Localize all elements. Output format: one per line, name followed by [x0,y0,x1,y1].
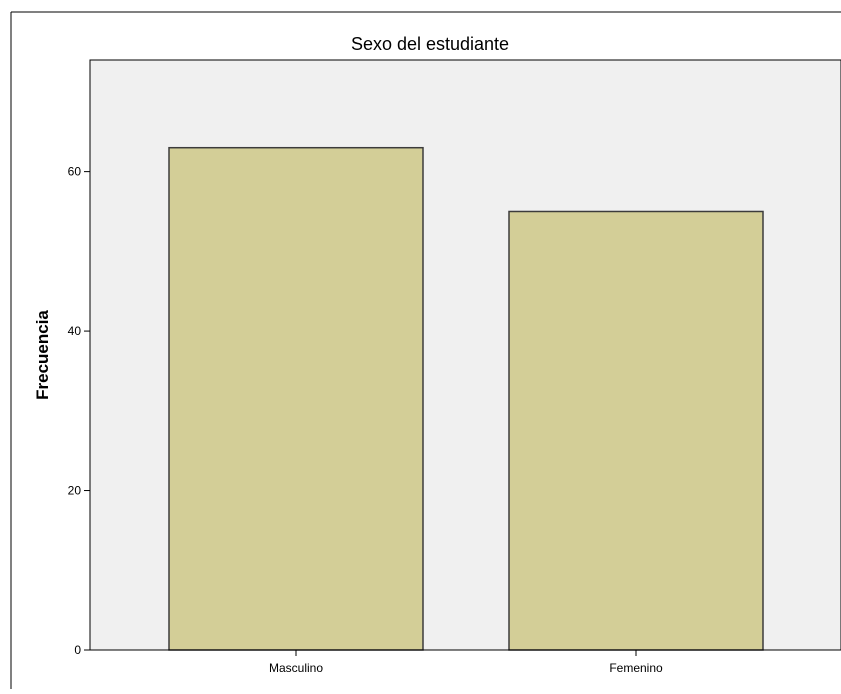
y-tick-label: 40 [68,324,82,338]
y-tick-label: 20 [68,484,82,498]
y-axis-ticks: 0 20 40 60 [68,165,90,657]
x-tick-label: Masculino [269,661,323,675]
y-tick-label: 60 [68,165,82,179]
bar-masculino [168,146,424,651]
y-axis-label: Frecuencia [33,310,52,400]
bar-femenino [508,210,764,651]
chart-title: Sexo del estudiante [351,34,509,54]
x-axis-ticks: Masculino Femenino [269,650,663,675]
bars-layer [168,146,764,651]
y-tick-label: 0 [74,643,81,657]
x-tick-label: Femenino [609,661,663,675]
